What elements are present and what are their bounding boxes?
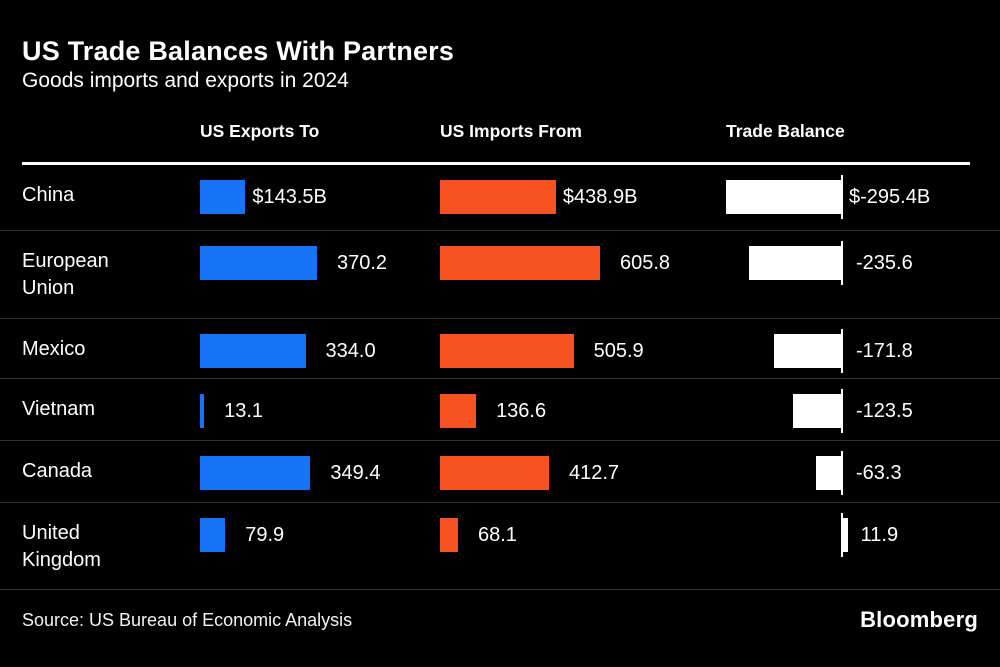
balance-cell: -63.3 xyxy=(725,441,1000,495)
imports-value: 412.7 xyxy=(568,462,620,484)
imports-cell: 505.9 xyxy=(440,319,725,368)
country-name: Mexico xyxy=(22,338,86,360)
table-row: Mexico 334.0 505.9 -171.8 xyxy=(0,319,1000,379)
balance-bar xyxy=(792,394,841,428)
exports-cell: $143.5B xyxy=(200,165,440,214)
balance-cell: -235.6 xyxy=(725,231,1000,285)
imports-value: 136.6 xyxy=(496,400,547,422)
exports-cell: 13.1 xyxy=(200,379,440,428)
balance-cell: 11.9 xyxy=(725,503,1000,557)
row-label: European Union xyxy=(0,231,200,317)
balance-bar xyxy=(749,246,841,280)
exports-value: $143.5B xyxy=(252,186,327,208)
imports-bar xyxy=(440,180,556,214)
country-name: United Kingdom xyxy=(22,522,101,571)
balance-value: -63.3 xyxy=(856,462,902,484)
balance-value: $-295.4B xyxy=(849,186,931,208)
imports-value: 505.9 xyxy=(593,340,644,362)
imports-bar xyxy=(440,518,458,552)
imports-cell: $438.9B xyxy=(440,165,725,214)
chart-rows: China $143.5B $438.9B $-295.4B European … xyxy=(0,165,1000,590)
exports-bar xyxy=(200,518,226,552)
row-label: China xyxy=(0,165,200,224)
imports-cell: 412.7 xyxy=(440,441,725,490)
zero-axis-tick xyxy=(841,513,843,557)
source-attribution: Source: US Bureau of Economic Analysis xyxy=(22,610,353,630)
exports-value: 370.2 xyxy=(337,252,388,274)
exports-value: 79.9 xyxy=(245,524,285,546)
header-divider xyxy=(22,162,970,165)
zero-axis-tick xyxy=(841,451,843,495)
balance-value: -235.6 xyxy=(856,252,913,274)
exports-bar xyxy=(200,334,306,368)
country-name: European Union xyxy=(22,250,109,299)
balance-bar xyxy=(816,456,841,490)
imports-bar xyxy=(440,334,574,368)
country-name: China xyxy=(22,184,75,206)
header-imports: US Imports From xyxy=(440,121,582,141)
exports-bar xyxy=(200,246,317,280)
balance-value: -123.5 xyxy=(856,400,913,422)
exports-bar xyxy=(200,180,246,214)
exports-cell: 370.2 xyxy=(200,231,440,280)
zero-axis-tick xyxy=(841,241,843,285)
imports-cell: 68.1 xyxy=(440,503,725,552)
balance-negative-zone xyxy=(725,334,841,368)
header-exports: US Exports To xyxy=(200,121,320,141)
imports-value: 605.8 xyxy=(620,252,671,274)
row-label: Vietnam xyxy=(0,379,200,438)
balance-value: 11.9 xyxy=(860,524,899,546)
balance-negative-zone xyxy=(725,518,841,552)
exports-cell: 349.4 xyxy=(200,441,440,490)
exports-value: 334.0 xyxy=(325,340,376,362)
table-row: Canada 349.4 412.7 -63.3 xyxy=(0,441,1000,503)
table-row: European Union 370.2 605.8 -235.6 xyxy=(0,231,1000,319)
row-label: Mexico xyxy=(0,319,200,378)
balance-negative-zone xyxy=(725,246,841,280)
balance-negative-zone xyxy=(725,180,841,214)
country-name: Canada xyxy=(22,460,93,482)
chart-title: US Trade Balances With Partners xyxy=(22,36,455,66)
exports-bar xyxy=(200,394,205,428)
balance-bar xyxy=(726,180,841,214)
exports-value: 349.4 xyxy=(330,462,381,484)
balance-bar xyxy=(774,334,841,368)
row-label: United Kingdom xyxy=(0,503,200,589)
imports-bar xyxy=(440,246,600,280)
table-row: Vietnam 13.1 136.6 -123.5 xyxy=(0,379,1000,441)
header-trade-balance: Trade Balance xyxy=(726,121,845,141)
zero-axis-tick xyxy=(841,175,843,219)
zero-axis-tick xyxy=(841,329,843,373)
imports-cell: 136.6 xyxy=(440,379,725,428)
balance-value: -171.8 xyxy=(856,340,913,362)
balance-negative-zone xyxy=(725,394,841,428)
imports-value: 68.1 xyxy=(477,524,517,546)
table-row: China $143.5B $438.9B $-295.4B xyxy=(0,165,1000,231)
chart-subtitle: Goods imports and exports in 2024 xyxy=(22,69,349,92)
country-name: Vietnam xyxy=(22,398,96,420)
imports-bar xyxy=(440,394,477,428)
zero-axis-tick xyxy=(841,389,843,433)
column-headers: US Exports To US Imports From Trade Bala… xyxy=(0,120,1000,142)
exports-cell: 334.0 xyxy=(200,319,440,368)
balance-cell: -123.5 xyxy=(725,379,1000,433)
row-label: Canada xyxy=(0,441,200,500)
balance-bar-positive xyxy=(843,518,848,552)
balance-negative-zone xyxy=(725,456,841,490)
imports-value: $438.9B xyxy=(562,186,638,208)
balance-cell: -171.8 xyxy=(725,319,1000,373)
imports-cell: 605.8 xyxy=(440,231,725,280)
table-row: United Kingdom 79.9 68.1 11.9 xyxy=(0,503,1000,590)
exports-value: 13.1 xyxy=(224,400,264,422)
exports-bar xyxy=(200,456,311,490)
balance-cell: $-295.4B xyxy=(725,165,1000,219)
bloomberg-logo: Bloomberg xyxy=(860,607,978,632)
exports-cell: 79.9 xyxy=(200,503,440,552)
imports-bar xyxy=(440,456,549,490)
chart-footer: Source: US Bureau of Economic Analysis B… xyxy=(22,590,978,632)
